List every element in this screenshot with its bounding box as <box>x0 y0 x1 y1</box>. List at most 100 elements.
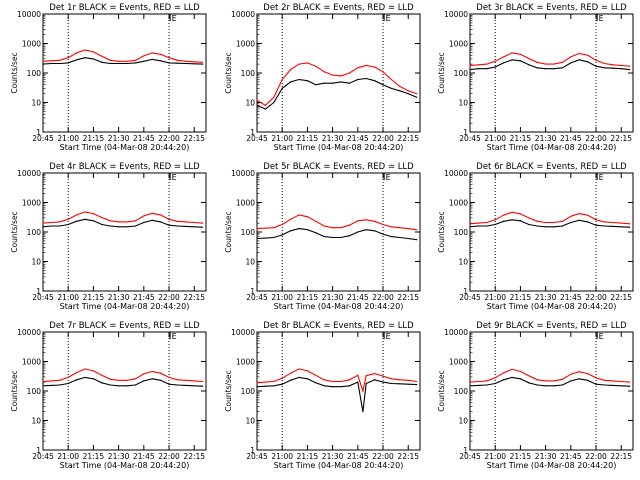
data-point-lld <box>477 64 480 66</box>
data-point-lld <box>503 56 505 58</box>
data-point-events <box>67 223 69 226</box>
data-point-events <box>264 237 267 239</box>
data-point-lld <box>264 104 267 106</box>
ytick-label: 100 <box>454 69 469 78</box>
xtick-label: 22:00 <box>158 452 180 461</box>
data-point-events <box>612 225 614 227</box>
data-point-lld <box>92 213 95 215</box>
data-point-lld <box>357 67 359 69</box>
data-point-lld <box>362 390 364 392</box>
ytick-label: 1000 <box>22 358 41 367</box>
data-point-events <box>612 384 614 386</box>
data-point-lld <box>469 64 471 67</box>
data-point-events <box>603 225 606 227</box>
data-point-events <box>323 82 325 84</box>
ytick-label: 1 <box>250 446 255 455</box>
data-point-lld <box>168 57 170 59</box>
data-point-lld <box>323 379 325 381</box>
plot-frame <box>256 172 421 292</box>
data-point-events <box>519 378 522 380</box>
data-point-events <box>382 381 384 383</box>
plot-frame <box>256 13 421 133</box>
data-point-events <box>160 379 162 381</box>
data-point-events <box>390 382 393 385</box>
data-point-events <box>84 376 86 378</box>
data-point-events <box>545 385 547 387</box>
ytick-label: 10 <box>245 99 255 108</box>
data-point-lld <box>134 378 137 380</box>
data-point-events <box>315 84 317 86</box>
x-axis-label: Start Time (04-Mar-08 20:44:20) <box>274 461 404 470</box>
ytick-label: 10 <box>245 417 255 426</box>
data-point-events <box>185 62 187 65</box>
data-point-lld <box>42 380 44 383</box>
data-point-events <box>92 220 95 222</box>
panel-title: Det 6r BLACK = Events, RED = LLD <box>476 162 627 172</box>
ytick-label: 1000 <box>236 40 255 49</box>
data-point-events <box>503 62 505 64</box>
xtick-label: 22:15 <box>183 293 205 302</box>
data-point-lld <box>620 380 622 383</box>
ytick-label: 1000 <box>236 358 255 367</box>
ytick-label: 1 <box>250 128 255 137</box>
xtick-label: 22:15 <box>397 293 419 302</box>
xtick-label: 21:45 <box>347 452 369 461</box>
data-point-events <box>185 225 187 227</box>
data-point-lld <box>620 64 622 67</box>
data-point-events <box>503 220 505 222</box>
data-point-events <box>494 223 496 226</box>
marker-label: E <box>172 332 177 341</box>
ytick-label: 100 <box>27 69 42 78</box>
marker-label: E <box>172 173 177 182</box>
panel-title: Det 3r BLACK = Events, RED = LLD <box>476 3 627 13</box>
data-point-events <box>340 81 342 83</box>
data-point-events <box>281 234 283 236</box>
xtick-label: 21:15 <box>510 293 532 302</box>
data-point-events <box>561 67 564 69</box>
ytick-label: 100 <box>27 387 42 396</box>
data-point-events <box>143 221 145 224</box>
data-point-lld <box>101 374 103 376</box>
data-point-events <box>59 62 61 65</box>
data-point-events <box>256 386 258 388</box>
data-point-lld <box>407 228 409 230</box>
data-point-lld <box>570 56 572 58</box>
xtick-label: 21:45 <box>560 452 582 461</box>
data-point-lld <box>202 222 204 224</box>
plot-frame <box>42 13 207 133</box>
xtick-label: 21:00 <box>484 134 506 143</box>
data-point-lld <box>587 54 589 56</box>
data-point-lld <box>545 380 547 382</box>
xtick-label: 20:45 <box>246 452 268 461</box>
data-point-events <box>273 236 275 239</box>
data-point-lld <box>67 376 69 378</box>
xtick-label: 21:45 <box>133 134 155 143</box>
data-point-lld <box>503 214 505 216</box>
series-line-lld <box>256 62 417 107</box>
data-point-events <box>67 62 69 64</box>
data-point-events <box>193 63 195 65</box>
data-point-lld <box>151 370 153 373</box>
data-point-events <box>42 63 44 65</box>
data-point-lld <box>528 57 530 60</box>
data-point-events <box>290 230 292 232</box>
data-point-events <box>603 384 606 386</box>
xtick-label: 22:00 <box>372 293 394 302</box>
ytick-label: 1000 <box>449 40 468 49</box>
data-point-events <box>273 101 275 104</box>
x-axis-label: Start Time (04-Mar-08 20:44:20) <box>60 302 190 311</box>
data-point-lld <box>511 52 513 54</box>
data-point-events <box>620 68 622 70</box>
data-point-events <box>595 65 597 67</box>
ytick-label: 10000 <box>231 169 255 178</box>
data-point-lld <box>536 379 538 381</box>
data-point-lld <box>59 59 61 61</box>
ytick-label: 10 <box>31 417 41 426</box>
data-point-lld <box>264 227 267 229</box>
data-point-lld <box>101 55 103 57</box>
data-point-lld <box>382 223 384 226</box>
xtick-label: 21:15 <box>510 452 532 461</box>
xtick-label: 21:45 <box>560 134 582 143</box>
